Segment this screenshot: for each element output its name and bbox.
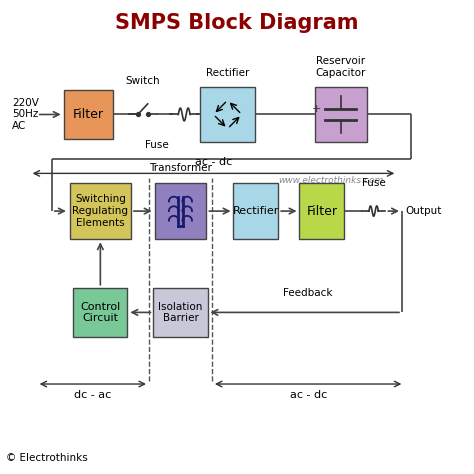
Text: Output: Output xyxy=(406,206,442,216)
Text: Fuse: Fuse xyxy=(362,178,385,188)
FancyBboxPatch shape xyxy=(70,183,131,239)
Text: dc - ac: dc - ac xyxy=(74,390,111,400)
Text: Feedback: Feedback xyxy=(283,288,332,298)
Text: Rectifier: Rectifier xyxy=(233,206,279,216)
Text: www.electrothinks.com: www.electrothinks.com xyxy=(279,176,384,185)
Text: Rectifier: Rectifier xyxy=(206,68,249,78)
Text: Switch: Switch xyxy=(126,76,160,86)
FancyBboxPatch shape xyxy=(234,183,278,239)
Text: +: + xyxy=(312,104,321,114)
Text: Transformer: Transformer xyxy=(149,164,212,173)
Text: © Electrothinks: © Electrothinks xyxy=(6,453,88,463)
Text: ac - dc: ac - dc xyxy=(195,157,232,167)
FancyBboxPatch shape xyxy=(73,288,128,337)
Text: Control
Circuit: Control Circuit xyxy=(80,301,120,323)
Text: SMPS Block Diagram: SMPS Block Diagram xyxy=(115,13,359,33)
FancyBboxPatch shape xyxy=(201,87,255,142)
Text: 220V
50Hz
AC: 220V 50Hz AC xyxy=(12,98,38,131)
Text: ac - dc: ac - dc xyxy=(290,390,327,400)
Text: Switching
Regulating
Elements: Switching Regulating Elements xyxy=(73,194,128,228)
Text: Filter: Filter xyxy=(306,205,337,218)
FancyBboxPatch shape xyxy=(64,90,113,139)
FancyBboxPatch shape xyxy=(154,288,208,337)
Text: Isolation
Barrier: Isolation Barrier xyxy=(158,301,203,323)
Text: Reservoir
Capacitor: Reservoir Capacitor xyxy=(316,56,366,78)
Text: Fuse: Fuse xyxy=(145,140,169,150)
Text: Filter: Filter xyxy=(73,108,104,121)
FancyBboxPatch shape xyxy=(315,87,366,142)
FancyBboxPatch shape xyxy=(300,183,344,239)
FancyBboxPatch shape xyxy=(155,183,206,239)
